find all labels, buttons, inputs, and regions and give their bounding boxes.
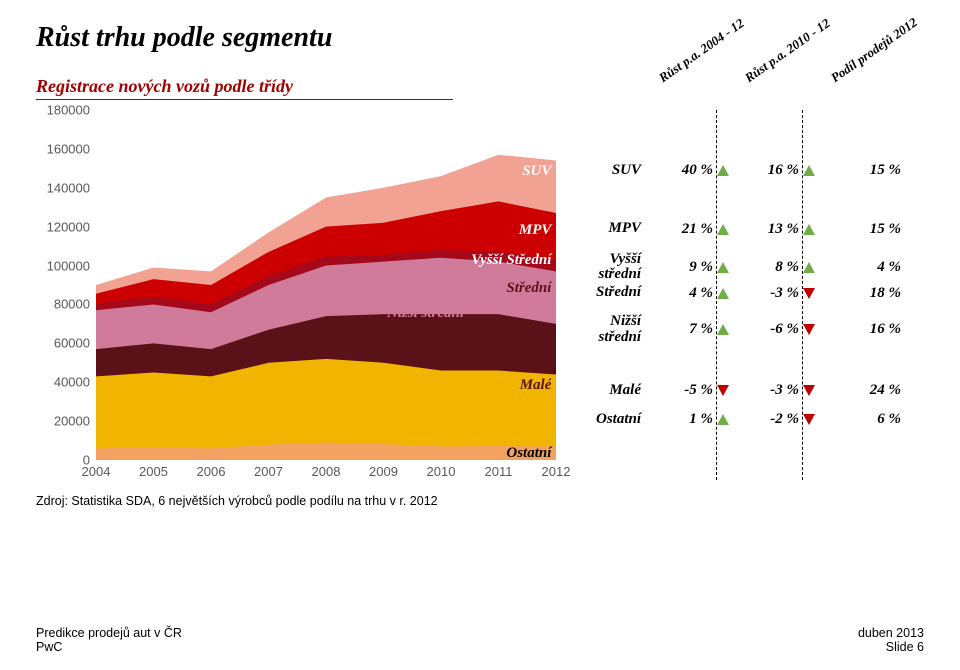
subtitle: Registrace nových vozů podle třídy bbox=[36, 76, 453, 100]
table-row: SUV40 %16 %15 % bbox=[556, 162, 924, 179]
y-tick-label: 160000 bbox=[47, 141, 90, 156]
x-tick-label: 2005 bbox=[139, 464, 168, 479]
footer-left-line2: PwC bbox=[36, 640, 182, 654]
y-tick-label: 40000 bbox=[54, 375, 90, 390]
x-tick-label: 2004 bbox=[82, 464, 111, 479]
footer-right: duben 2013 Slide 6 bbox=[858, 626, 924, 654]
arrow-up-icon bbox=[803, 262, 815, 273]
value-cell: -5 % bbox=[649, 382, 735, 399]
footer-right-line2: Slide 6 bbox=[858, 640, 924, 654]
value-cell: 7 % bbox=[649, 321, 735, 338]
y-axis: 0200004000060000800001000001200001400001… bbox=[36, 110, 96, 460]
x-axis: 200420052006200720082009201020112012 bbox=[96, 460, 556, 500]
arrow-down-icon bbox=[803, 288, 815, 299]
value-cell: 4 % bbox=[649, 285, 735, 302]
arrow-down-icon bbox=[803, 385, 815, 396]
value-cell: 24 % bbox=[821, 382, 907, 399]
arrow-up-icon bbox=[717, 165, 729, 176]
footer-right-line1: duben 2013 bbox=[858, 626, 924, 640]
area-chart: 0200004000060000800001000001200001400001… bbox=[36, 110, 556, 500]
y-tick-label: 80000 bbox=[54, 297, 90, 312]
footer: Predikce prodejů aut v ČR PwC duben 2013… bbox=[36, 626, 924, 654]
y-tick-label: 100000 bbox=[47, 258, 90, 273]
row-name: Ostatní bbox=[556, 412, 649, 428]
series-label-vyšší-střední: Vyšší Střední bbox=[471, 252, 551, 269]
segment-table: SUV40 %16 %15 %MPV21 %13 %15 %Vyššístřed… bbox=[556, 110, 924, 500]
value-cell: 8 % bbox=[735, 259, 821, 276]
arrow-up-icon bbox=[717, 262, 729, 273]
body: 0200004000060000800001000001200001400001… bbox=[36, 110, 924, 500]
arrow-up-icon bbox=[717, 224, 729, 235]
y-tick-label: 140000 bbox=[47, 180, 90, 195]
x-tick-label: 2007 bbox=[254, 464, 283, 479]
subtitle-wrap: Registrace nových vozů podle třídy bbox=[36, 76, 924, 100]
x-tick-label: 2011 bbox=[485, 464, 513, 479]
arrow-up-icon bbox=[717, 414, 729, 425]
value-cell: -6 % bbox=[735, 321, 821, 338]
row-name: MPV bbox=[556, 221, 649, 237]
arrow-up-icon bbox=[803, 165, 815, 176]
table-row: Ostatní1 %-2 %6 % bbox=[556, 411, 924, 428]
value-cell: 15 % bbox=[821, 221, 907, 238]
value-cell: 1 % bbox=[649, 411, 735, 428]
value-cell: 16 % bbox=[821, 321, 907, 338]
value-cell: 40 % bbox=[649, 162, 735, 179]
value-cell: 16 % bbox=[735, 162, 821, 179]
table-row: Střední4 %-3 %18 % bbox=[556, 285, 924, 302]
value-cell: 13 % bbox=[735, 221, 821, 238]
footer-left: Predikce prodejů aut v ČR PwC bbox=[36, 626, 182, 654]
value-cell: 15 % bbox=[821, 162, 907, 179]
slide: Růst trhu podle segmentu Registrace nový… bbox=[0, 0, 960, 670]
x-tick-label: 2006 bbox=[197, 464, 226, 479]
y-tick-label: 20000 bbox=[54, 414, 90, 429]
y-tick-label: 60000 bbox=[54, 336, 90, 351]
series-label-nižší-střední: Nižší střední bbox=[387, 305, 464, 322]
value-cell: -3 % bbox=[735, 382, 821, 399]
plot-area: SUV MPV Vyšší Střední Střední Nižší střední M… bbox=[96, 110, 556, 460]
arrow-up-icon bbox=[717, 288, 729, 299]
arrow-down-icon bbox=[803, 414, 815, 425]
value-cell: 21 % bbox=[649, 221, 735, 238]
row-name: Střední bbox=[556, 285, 649, 301]
series-label-střední: Střední bbox=[506, 280, 551, 297]
x-tick-label: 2008 bbox=[312, 464, 341, 479]
value-cell: 6 % bbox=[821, 411, 907, 428]
row-name: SUV bbox=[556, 163, 649, 179]
value-cell: -3 % bbox=[735, 285, 821, 302]
row-name: Vyššístřední bbox=[556, 252, 649, 284]
row-name: Nižšístřední bbox=[556, 314, 649, 346]
row-name: Malé bbox=[556, 383, 649, 399]
series-label-malé: Malé bbox=[520, 377, 552, 394]
arrow-up-icon bbox=[717, 324, 729, 335]
series-label-mpv: MPV bbox=[519, 222, 552, 239]
x-tick-label: 2009 bbox=[369, 464, 398, 479]
y-tick-label: 180000 bbox=[47, 103, 90, 118]
value-cell: 18 % bbox=[821, 285, 907, 302]
table-row: Vyššístřední9 %8 %4 % bbox=[556, 252, 924, 284]
footer-left-line1: Predikce prodejů aut v ČR bbox=[36, 626, 182, 640]
table-row: Malé-5 %-3 %24 % bbox=[556, 382, 924, 399]
value-cell: 9 % bbox=[649, 259, 735, 276]
value-cell: 4 % bbox=[821, 259, 907, 276]
arrow-down-icon bbox=[717, 385, 729, 396]
x-tick-label: 2010 bbox=[427, 464, 456, 479]
value-cell: -2 % bbox=[735, 411, 821, 428]
table-row: Nižšístřední7 %-6 %16 % bbox=[556, 314, 924, 346]
arrow-down-icon bbox=[803, 324, 815, 335]
y-tick-label: 120000 bbox=[47, 219, 90, 234]
series-label-suv: SUV bbox=[522, 163, 551, 180]
arrow-up-icon bbox=[803, 224, 815, 235]
table-row: MPV21 %13 %15 % bbox=[556, 221, 924, 238]
